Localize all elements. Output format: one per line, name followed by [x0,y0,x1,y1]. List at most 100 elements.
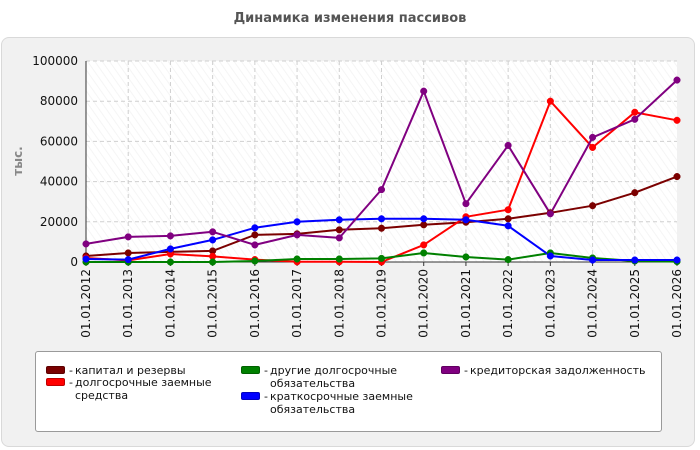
legend-dash: - [464,364,468,377]
data-point-series-3[interactable] [124,256,132,264]
data-point-series-0[interactable] [631,189,639,197]
data-point-series-2[interactable] [209,258,217,266]
data-point-series-3[interactable] [546,252,554,260]
data-point-series-4[interactable] [82,240,90,248]
x-tick-label: 01.01.2015 [206,269,220,338]
data-point-series-1[interactable] [546,97,554,105]
x-tick-label: 01.01.2014 [163,269,177,338]
data-point-series-4[interactable] [420,87,428,95]
legend-swatch [241,366,260,374]
y-tick-label: 0 [70,255,78,269]
x-tick-label: 01.01.2025 [628,269,642,338]
legend-item-payables[interactable]: - кредиторская задолженность [441,364,670,377]
data-point-series-1[interactable] [420,241,428,249]
data-point-series-0[interactable] [673,173,681,181]
y-tick-label: 100000 [32,54,78,68]
data-point-series-3[interactable] [166,245,174,253]
legend-swatch [46,366,65,374]
data-point-series-3[interactable] [462,216,470,224]
data-point-series-3[interactable] [82,255,90,263]
data-point-series-0[interactable] [504,215,512,223]
data-point-series-3[interactable] [631,256,639,264]
data-point-series-3[interactable] [293,218,301,226]
data-point-series-4[interactable] [377,186,386,194]
data-point-series-4[interactable] [462,200,470,208]
data-point-series-4[interactable] [251,241,259,249]
series-points [82,76,681,266]
data-point-series-0[interactable] [420,221,428,229]
legend: - капитал и резервы - долгосрочные заемн… [35,351,662,432]
data-point-series-0[interactable] [589,202,597,210]
y-axis-ticks: 0 20000 40000 60000 80000 100000 [32,54,78,269]
data-point-series-4[interactable] [504,141,512,149]
legend-item-other-long-term[interactable]: - другие долгосрочные обязательства [241,364,435,390]
legend-item-capital[interactable]: - капитал и резервы [46,364,240,377]
data-point-series-3[interactable] [673,256,681,264]
legend-dash: - [264,364,268,377]
data-point-series-1[interactable] [504,206,512,214]
x-tick-label: 01.01.2018 [332,269,346,338]
legend-label: долгосрочные заемные средства [74,376,212,402]
legend-dash: - [264,390,268,403]
data-point-series-4[interactable] [209,228,217,236]
data-point-series-4[interactable] [631,115,639,123]
data-point-series-0[interactable] [251,231,259,239]
data-point-series-4[interactable] [124,233,132,241]
legend-label: другие долгосрочные обязательства [269,364,398,390]
legend-label: краткосрочные заемные обязательства [269,390,413,416]
y-axis-label: тыс. [11,146,25,175]
data-point-series-2[interactable] [293,255,301,263]
y-tick-label: 60000 [40,134,78,148]
y-tick-label: 40000 [40,175,78,189]
x-tick-label: 01.01.2016 [248,269,262,338]
legend-item-long-term-loans[interactable]: - долгосрочные заемные средства [46,376,240,402]
data-point-series-3[interactable] [377,215,386,223]
data-point-series-2[interactable] [335,255,343,263]
legend-dash: - [69,376,73,389]
x-tick-label: 01.01.2019 [375,269,389,338]
data-point-series-2[interactable] [420,249,428,257]
x-tick-label: 01.01.2020 [417,269,431,338]
x-tick-label: 01.01.2013 [121,269,135,338]
data-point-series-0[interactable] [335,226,343,234]
data-point-series-1[interactable] [589,143,597,151]
data-point-series-2[interactable] [462,253,470,261]
data-point-series-3[interactable] [504,222,512,230]
legend-item-short-term-loans[interactable]: - краткосрочные заемные обязательства [241,390,435,416]
y-tick-label: 80000 [40,94,78,108]
legend-label: капитал и резервы [74,364,186,377]
y-tick-label: 20000 [40,215,78,229]
data-point-series-2[interactable] [166,258,174,266]
data-point-series-1[interactable] [673,116,681,124]
data-point-series-2[interactable] [377,254,386,262]
x-tick-label: 01.01.2023 [543,269,557,338]
data-point-series-4[interactable] [166,232,174,240]
x-tick-label: 01.01.2017 [290,269,304,338]
legend-dash: - [69,364,73,377]
data-point-series-4[interactable] [589,133,597,141]
data-point-series-4[interactable] [673,76,681,84]
data-point-series-4[interactable] [335,234,343,242]
data-point-series-2[interactable] [251,257,259,265]
x-tick-label: 01.01.2024 [586,269,600,338]
legend-label: кредиторская задолженность [469,364,646,377]
data-point-series-4[interactable] [293,231,301,239]
x-tick-label: 01.01.2012 [79,269,93,338]
chart-title: Динамика изменения пассивов [233,11,467,26]
x-axis-ticks: 01.01.2012 01.01.2013 01.01.2014 01.01.2015… [79,262,684,338]
data-point-series-3[interactable] [589,256,597,264]
data-point-series-2[interactable] [504,256,512,264]
legend-swatch [241,392,260,400]
x-tick-label: 01.01.2026 [670,269,684,338]
data-point-series-3[interactable] [251,224,259,232]
data-point-series-0[interactable] [124,249,132,257]
data-point-series-3[interactable] [209,236,217,244]
data-point-series-4[interactable] [546,210,554,218]
data-point-series-3[interactable] [420,215,428,223]
data-point-series-1[interactable] [631,108,639,116]
data-point-series-0[interactable] [377,224,386,232]
legend-swatch [46,378,65,386]
data-point-series-3[interactable] [335,216,343,224]
x-tick-label: 01.01.2022 [501,269,515,338]
